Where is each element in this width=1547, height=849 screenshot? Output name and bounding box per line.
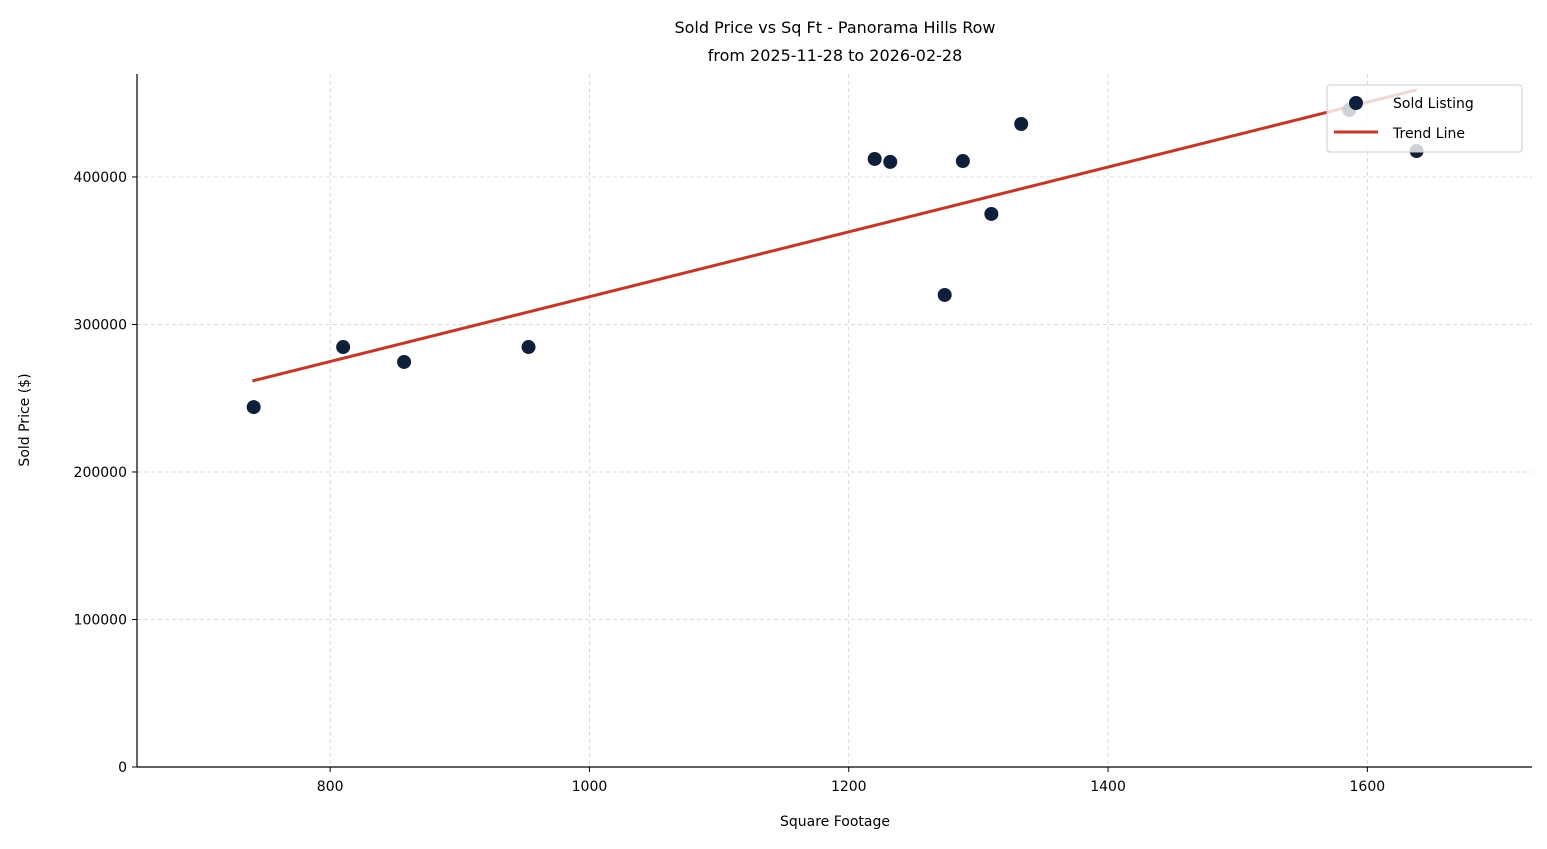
y-tick-label: 200000 <box>74 465 127 481</box>
data-point <box>1014 117 1029 132</box>
y-axis-label: Sold Price ($) <box>17 373 33 466</box>
x-tick-label: 1200 <box>831 779 867 795</box>
axes: 800 1000 1200 1400 1600 0 100000 200000 300000 40… <box>74 74 1532 795</box>
trend-line <box>252 88 1417 383</box>
data-point <box>521 340 536 355</box>
legend-label-sold-listing: Sold Listing <box>1393 96 1474 112</box>
legend-box <box>1326 84 1523 153</box>
y-tick-label: 400000 <box>74 170 127 186</box>
data-point <box>937 287 952 302</box>
y-tick-label: 300000 <box>74 317 127 333</box>
points-group <box>246 102 1424 415</box>
chart-title: Sold Price vs Sq Ft - Panorama Hills Row <box>674 18 995 37</box>
y-tick-label: 100000 <box>74 612 127 628</box>
x-tick-label: 800 <box>317 779 344 795</box>
x-tick-label: 1600 <box>1350 779 1386 795</box>
x-axis-label: Square Footage <box>780 814 890 830</box>
grid <box>137 74 1532 767</box>
data-point <box>336 340 351 355</box>
data-point <box>867 151 882 166</box>
x-tick-label: 1400 <box>1090 779 1126 795</box>
chart-subtitle: from 2025-11-28 to 2026-02-28 <box>708 46 963 65</box>
data-point <box>246 400 261 415</box>
y-tick-label: 0 <box>118 760 127 776</box>
legend: Sold Listing Trend Line <box>1326 84 1523 153</box>
trend-line-group <box>252 88 1417 383</box>
data-point <box>984 206 999 221</box>
data-point <box>955 154 970 169</box>
x-tick-label: 1000 <box>572 779 608 795</box>
legend-marker-sold-listing <box>1349 96 1363 110</box>
legend-label-trend-line: Trend Line <box>1392 126 1465 142</box>
data-point <box>883 154 898 169</box>
data-point <box>397 354 412 369</box>
